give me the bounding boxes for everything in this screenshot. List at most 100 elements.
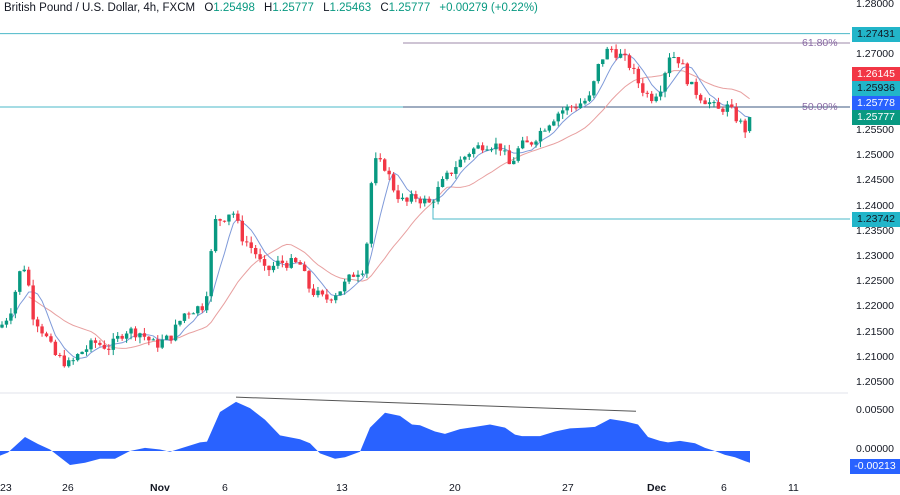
candle bbox=[707, 97, 712, 109]
time-axis-label: Dec bbox=[647, 482, 667, 494]
candle bbox=[351, 272, 356, 278]
candle bbox=[187, 311, 191, 319]
candle bbox=[383, 158, 387, 172]
candle bbox=[418, 196, 422, 209]
price-tag: 1.25777 bbox=[852, 110, 900, 125]
candle bbox=[583, 98, 587, 105]
candle bbox=[334, 292, 338, 304]
candle bbox=[565, 104, 569, 115]
moving-averages bbox=[10, 53, 750, 360]
price-axis-label: 1.24000 bbox=[856, 199, 894, 212]
symbol-legend: British Pound / U.S. Dollar, 4h, FXCM O1… bbox=[4, 2, 538, 14]
candle bbox=[440, 176, 445, 188]
candle bbox=[271, 261, 276, 273]
candle bbox=[285, 260, 289, 271]
candle bbox=[294, 256, 298, 264]
candle bbox=[89, 338, 93, 352]
close-value: 1.25777 bbox=[388, 2, 431, 14]
candle bbox=[249, 236, 253, 254]
candle bbox=[512, 157, 516, 165]
support-level-line[interactable] bbox=[432, 200, 850, 220]
candle bbox=[156, 335, 160, 352]
candle bbox=[716, 97, 721, 109]
candle bbox=[151, 337, 155, 341]
open-value: 1.25498 bbox=[213, 2, 255, 14]
price-axis-label: 1.27000 bbox=[856, 48, 894, 61]
price-axis-label: 1.22500 bbox=[856, 275, 894, 288]
candle bbox=[498, 143, 503, 156]
candle bbox=[262, 255, 267, 271]
candle bbox=[342, 278, 347, 295]
candle bbox=[618, 49, 623, 59]
candle bbox=[672, 51, 676, 59]
candle bbox=[387, 167, 391, 181]
change-value: +0.00279 (+0.22%) bbox=[439, 2, 538, 14]
price-tag: 1.25778 bbox=[852, 96, 900, 111]
candle bbox=[124, 331, 129, 343]
candle bbox=[449, 172, 454, 177]
candle bbox=[676, 56, 681, 68]
price-axis-label: 1.21000 bbox=[856, 350, 894, 363]
price-tag: 1.27431 bbox=[852, 27, 900, 42]
candle bbox=[507, 144, 511, 165]
candle bbox=[569, 105, 574, 113]
candle bbox=[614, 44, 618, 61]
candle bbox=[302, 261, 307, 272]
candle bbox=[712, 100, 716, 108]
fib-level-label: 50.00% bbox=[802, 101, 838, 113]
divergence-trendline[interactable] bbox=[235, 396, 637, 412]
candle bbox=[623, 48, 627, 61]
candle bbox=[739, 118, 743, 124]
time-axis-label: 6 bbox=[222, 482, 228, 494]
candle bbox=[160, 334, 164, 350]
candle bbox=[685, 62, 689, 86]
candle bbox=[98, 340, 102, 347]
candle bbox=[681, 59, 685, 65]
candle bbox=[538, 127, 543, 148]
candle bbox=[347, 273, 351, 285]
candle bbox=[80, 351, 84, 355]
candle bbox=[4, 317, 9, 328]
candle bbox=[409, 190, 414, 204]
candle bbox=[75, 353, 80, 362]
candle bbox=[721, 106, 725, 115]
candle bbox=[27, 266, 31, 287]
candle bbox=[374, 152, 378, 186]
candle bbox=[431, 199, 436, 209]
oscillator-area bbox=[0, 401, 750, 466]
candle bbox=[182, 313, 187, 324]
low-value: 1.25463 bbox=[329, 2, 372, 14]
fib-level-label: 61.80% bbox=[802, 37, 838, 49]
osc-axis-label: 0.00000 bbox=[856, 443, 894, 455]
candle bbox=[240, 215, 244, 246]
candle bbox=[552, 119, 556, 127]
candle bbox=[44, 331, 49, 338]
candle bbox=[503, 145, 507, 156]
candle bbox=[365, 242, 369, 279]
candle bbox=[245, 235, 249, 247]
price-tag: 1.25936 bbox=[852, 81, 900, 96]
candle bbox=[489, 147, 494, 153]
candle bbox=[329, 298, 333, 304]
candle bbox=[632, 63, 636, 75]
price-axis-label: 1.22000 bbox=[856, 300, 894, 313]
time-axis-label: 20 bbox=[449, 482, 461, 494]
candle bbox=[173, 319, 178, 342]
price-axis-label: 1.24500 bbox=[856, 174, 894, 187]
price-axis-label: 1.28000 bbox=[856, 0, 894, 10]
candle bbox=[116, 332, 120, 343]
candle bbox=[0, 321, 4, 329]
candle bbox=[258, 248, 262, 263]
candle bbox=[547, 124, 552, 133]
candle bbox=[454, 161, 458, 179]
candle bbox=[253, 244, 258, 259]
candle bbox=[325, 289, 329, 303]
candle bbox=[120, 333, 124, 341]
candle bbox=[485, 145, 489, 151]
candle bbox=[289, 254, 293, 269]
candle bbox=[658, 85, 663, 101]
candle bbox=[445, 170, 449, 181]
candle bbox=[609, 46, 614, 53]
price-axis-label: 1.23000 bbox=[856, 250, 894, 262]
